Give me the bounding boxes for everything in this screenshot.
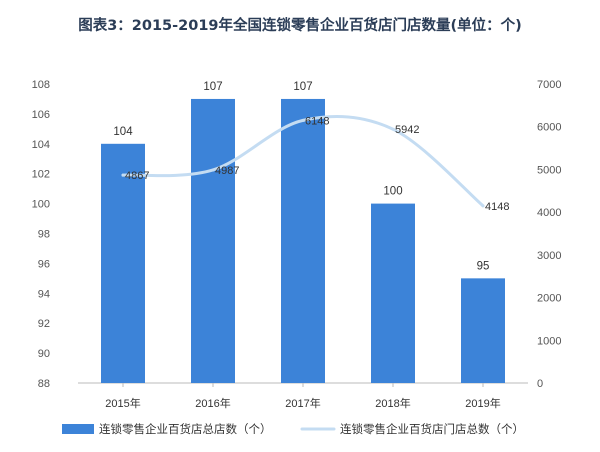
x-tick-label: 2015年 [105,396,140,410]
y-right-tick-label: 0 [537,378,543,390]
y-left-tick-label: 106 [32,109,50,121]
line-series [121,114,485,208]
y-left-tick-label: 90 [38,348,50,360]
legend-label-line: 连锁零售企业百货店门店总数（个） [340,422,524,436]
y-left-tick-label: 108 [32,79,50,91]
y-right-tick-label: 4000 [537,207,561,219]
line-point [481,204,485,208]
x-tick-label: 2016年 [195,396,230,410]
bar-value-label: 107 [293,81,312,93]
chart-title: 图表3：2015-2019年全国连锁零售企业百货店门店数量(单位：个) [78,18,522,34]
line-value-label: 4987 [215,165,239,177]
y-right-tick-label: 6000 [537,122,561,134]
bar-value-label: 104 [113,126,133,138]
y-right-tick-label: 3000 [537,250,561,262]
y-left-tick-label: 100 [32,199,50,211]
y-right-tick-label: 1000 [537,335,561,347]
y-left-tick-label: 94 [38,288,50,300]
line-point [211,168,215,172]
y-left-tick-label: 92 [38,318,50,330]
bar [191,98,235,383]
bar-value-label: 100 [383,186,402,198]
y-left-tick-label: 102 [32,169,50,181]
x-tick-label: 2018年 [375,396,410,410]
bar [461,278,505,383]
bar [371,203,415,383]
line-value-label: 5942 [395,124,419,136]
line-value-label: 6148 [305,115,329,127]
y-right-tick-label: 2000 [537,293,561,305]
line-value-label: 4867 [125,170,149,182]
bar [101,143,145,383]
x-tick-label: 2019年 [465,396,500,410]
data-labels: 104 107 107 100 95 4867 4987 6148 5942 4148 [113,81,509,272]
bar-value-label: 95 [477,260,490,272]
y-left-tick-label: 104 [32,139,50,151]
bar [281,98,325,383]
line-point [391,127,395,131]
y-right-tick-label: 5000 [537,164,561,176]
bar-value-label: 107 [203,81,222,93]
line-value-label: 4148 [485,201,509,213]
legend-label-bar: 连锁零售企业百货店总店数（个） [99,422,272,436]
line-point [121,173,125,177]
bars [101,98,505,383]
legend: 连锁零售企业百货店总店数（个） 连锁零售企业百货店门店总数（个） [62,422,524,436]
y-left-tick-label: 88 [38,378,50,390]
x-tick-label: 2017年 [285,396,320,410]
y-left-tick-label: 98 [38,229,50,241]
axes: 88 90 92 94 96 98 100 102 104 106 108 0 1000 2000 3000… [32,79,562,410]
y-left-tick-label: 96 [38,258,50,270]
y-right-tick-label: 7000 [537,79,561,91]
legend-swatch-bar [62,424,94,434]
line-point [301,118,305,122]
